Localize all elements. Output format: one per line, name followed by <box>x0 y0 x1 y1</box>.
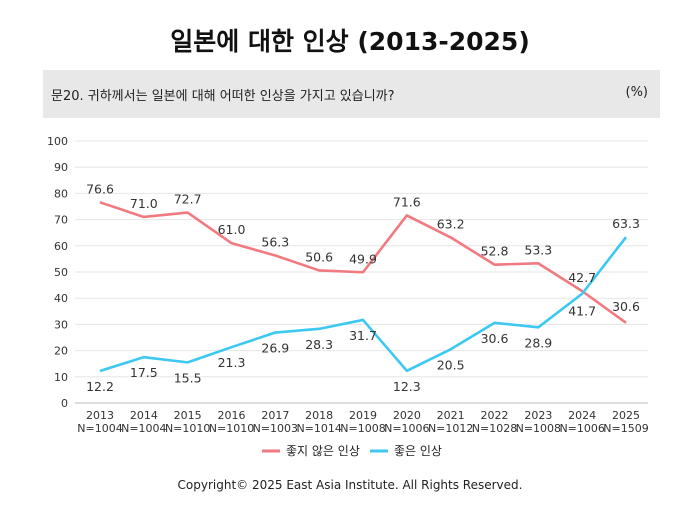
x-tick-year: 2019 <box>349 409 377 422</box>
x-tick-sample-size: N=1010 <box>165 422 210 435</box>
x-tick-sample-size: N=1006 <box>384 422 429 435</box>
legend-label: 좋지 않은 인상 <box>286 444 360 458</box>
data-label: 30.6 <box>481 331 509 346</box>
unit-label: (%) <box>625 85 649 100</box>
data-label: 61.0 <box>218 222 246 237</box>
x-tick-sample-size: N=1004 <box>121 422 166 435</box>
x-tick-sample-size: N=1004 <box>77 422 122 435</box>
data-label: 53.3 <box>524 242 552 257</box>
copyright-footer: Copyright© 2025 East Asia Institute. All… <box>177 478 523 492</box>
data-label: 30.6 <box>612 299 640 314</box>
data-label: 15.5 <box>174 370 202 385</box>
y-axis: 0 10 20 30 40 50 60 70 80 90 100 <box>47 135 68 410</box>
x-tick-year: 2014 <box>130 409 158 422</box>
data-label: 12.2 <box>86 379 114 394</box>
data-label: 63.3 <box>612 216 640 231</box>
data-label: 72.7 <box>174 192 202 207</box>
question-text: 문20. 귀하께서는 일본에 대해 어떠한 인상을 가지고 있습니까? <box>51 89 395 104</box>
data-label: 71.0 <box>130 196 158 211</box>
data-label: 31.7 <box>349 328 377 343</box>
x-axis: 2013N=10042014N=10042015N=10102016N=1010… <box>77 409 648 435</box>
y-tick-label: 10 <box>54 371 68 384</box>
x-tick-year: 2025 <box>612 409 640 422</box>
series-lines <box>99 201 628 373</box>
y-tick-label: 60 <box>54 240 68 253</box>
data-label: 49.9 <box>349 251 377 266</box>
x-tick-sample-size: N=1008 <box>516 422 561 435</box>
data-label: 28.3 <box>305 337 333 352</box>
data-label: 41.7 <box>568 304 596 319</box>
legend: 좋지 않은 인상 좋은 인상 <box>262 444 442 458</box>
x-tick-year: 2021 <box>437 409 465 422</box>
x-tick-sample-size: N=1014 <box>296 422 341 435</box>
x-tick-sample-size: N=1008 <box>340 422 385 435</box>
x-tick-sample-size: N=1003 <box>253 422 298 435</box>
x-tick-year: 2013 <box>86 409 114 422</box>
x-tick-year: 2015 <box>174 409 202 422</box>
y-tick-label: 50 <box>54 266 68 279</box>
data-label: 20.5 <box>437 357 465 372</box>
data-labels: 76.6 71.0 72.7 61.0 56.3 50.6 49.9 71.6 63.2 52.8… <box>86 181 640 394</box>
series-line <box>99 236 628 373</box>
y-tick-label: 90 <box>54 161 68 174</box>
x-tick-year: 2022 <box>481 409 509 422</box>
y-tick-label: 20 <box>54 345 68 358</box>
chart-title: 일본에 대한 인상 (2013-2025) <box>170 27 530 56</box>
legend-label: 좋은 인상 <box>394 444 442 458</box>
data-label: 26.9 <box>261 341 289 356</box>
y-tick-label: 40 <box>54 292 68 305</box>
x-tick-year: 2018 <box>305 409 333 422</box>
x-tick-sample-size: N=1010 <box>209 422 254 435</box>
data-label: 17.5 <box>130 365 158 380</box>
x-tick-sample-size: N=1012 <box>428 422 473 435</box>
question-bar: 문20. 귀하께서는 일본에 대해 어떠한 인상을 가지고 있습니까? (%) <box>43 70 660 118</box>
x-tick-year: 2020 <box>393 409 421 422</box>
y-tick-label: 100 <box>47 135 68 148</box>
x-tick-sample-size: N=1509 <box>603 422 648 435</box>
data-label: 56.3 <box>261 234 289 249</box>
data-label: 52.8 <box>481 244 509 259</box>
x-tick-year: 2024 <box>568 409 596 422</box>
data-label: 50.6 <box>305 249 333 264</box>
y-tick-label: 70 <box>54 214 68 227</box>
data-label: 12.3 <box>393 379 421 394</box>
x-tick-sample-size: N=1006 <box>559 422 604 435</box>
data-label: 28.9 <box>524 335 552 350</box>
x-tick-sample-size: N=1028 <box>472 422 517 435</box>
data-label: 21.3 <box>218 355 246 370</box>
series-line <box>99 201 627 324</box>
y-tick-label: 30 <box>54 318 68 331</box>
y-tick-label: 80 <box>54 187 68 200</box>
data-label: 71.6 <box>393 194 421 209</box>
x-tick-year: 2017 <box>261 409 289 422</box>
grid-lines <box>75 140 648 404</box>
data-label: 42.7 <box>568 270 596 285</box>
y-tick-label: 0 <box>61 397 68 410</box>
data-label: 76.6 <box>86 181 114 196</box>
x-tick-year: 2016 <box>218 409 246 422</box>
data-label: 63.2 <box>437 216 465 231</box>
x-tick-year: 2023 <box>524 409 552 422</box>
